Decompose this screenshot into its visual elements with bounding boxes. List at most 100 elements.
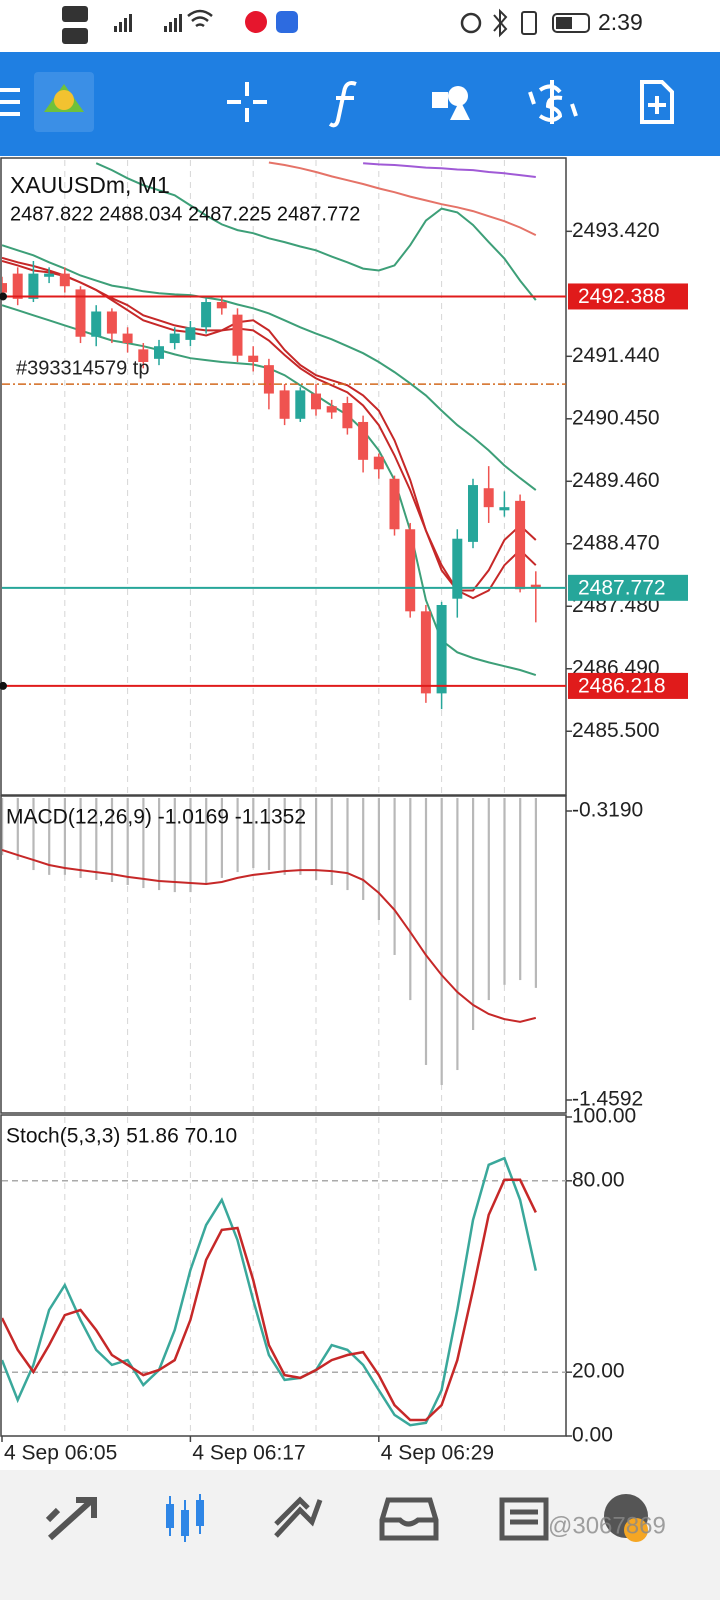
histogram-bar	[362, 798, 365, 900]
watermark: @3067869	[548, 1512, 666, 1539]
nav-quotes[interactable]	[45, 1497, 97, 1541]
histogram-bar	[377, 798, 380, 920]
price-tag	[568, 672, 688, 699]
candle-body	[216, 302, 227, 309]
price-tag	[568, 574, 688, 601]
hd-icon	[62, 28, 88, 44]
candle-body	[12, 273, 23, 299]
histogram-bar	[534, 798, 537, 988]
candle-body	[436, 605, 447, 694]
candle-body	[138, 349, 149, 362]
histogram-bar	[126, 798, 129, 886]
histogram-bar	[346, 798, 349, 891]
candle-body	[154, 346, 164, 359]
histogram-bar	[189, 798, 192, 893]
indicator-line	[95, 162, 537, 301]
bluetooth-icon	[493, 8, 508, 38]
histogram-bar	[142, 798, 145, 889]
histogram-bar	[2, 798, 4, 856]
y-tick-label: 80.00	[572, 1168, 625, 1191]
histogram-bar	[299, 798, 302, 875]
hd-icon	[62, 6, 88, 22]
histogram-bar	[456, 798, 459, 1071]
nav-news[interactable]	[499, 1497, 549, 1541]
histogram-bar	[267, 798, 271, 871]
bottom-nav: @3067869	[0, 1470, 720, 1600]
candle-body	[106, 311, 117, 334]
candle-body	[44, 273, 55, 277]
y-tick-label: 2490.450	[572, 406, 660, 429]
panel-frame	[0, 1114, 567, 1437]
candle-body	[232, 314, 243, 356]
candle-body	[59, 273, 70, 287]
battery-icon	[552, 13, 590, 33]
histogram-bar	[236, 798, 239, 873]
candle-body	[452, 538, 463, 599]
y-tick-label: -1.4592	[572, 1088, 643, 1111]
objects-button[interactable]	[432, 86, 470, 120]
signal-icon	[114, 14, 182, 32]
y-tick-label: 0.00	[572, 1424, 613, 1447]
candle-body	[530, 584, 541, 588]
logo-shape	[54, 90, 74, 110]
new-order-button[interactable]	[640, 80, 674, 124]
candle-body	[468, 485, 478, 542]
status-bar: 2:39	[62, 6, 643, 44]
y-tick-label: 2488.470	[572, 531, 660, 554]
histogram-bar	[393, 798, 396, 955]
histogram-bar	[79, 798, 82, 878]
x-tick-label: 4 Sep 06:17	[192, 1442, 305, 1465]
chart-title: XAUUSDm, M1	[10, 172, 170, 198]
y-tick-label: 2489.460	[572, 469, 660, 492]
candle-body	[373, 456, 384, 470]
panel-plot	[2, 1117, 566, 1436]
toolbar	[0, 52, 720, 156]
indicator-line	[2, 849, 537, 1023]
x-tick-label: 4 Sep 06:05	[4, 1442, 117, 1465]
menu-button[interactable]	[0, 88, 20, 116]
histogram-bar	[32, 798, 35, 871]
crosshair-button[interactable]	[227, 82, 267, 122]
panel-title: MACD(12,26,9) -1.0169 -1.1352	[6, 806, 306, 829]
panel-plot	[2, 160, 541, 795]
y-tick-label: 2485.500	[572, 719, 660, 742]
y-tick-label: 20.00	[572, 1360, 625, 1383]
histogram-bar	[487, 798, 490, 1001]
nav-trade[interactable]	[274, 1496, 323, 1538]
histogram-bar	[440, 798, 443, 1085]
nav-chart[interactable]	[166, 1494, 204, 1542]
nav-history[interactable]	[379, 1497, 439, 1541]
histogram-bar	[503, 798, 506, 985]
histogram-bar	[424, 798, 428, 1065]
battery-level	[556, 17, 572, 29]
chart-area: 2493.420 2491.440 2490.450 2489.460 2488.470…	[0, 157, 688, 1465]
candle-body	[201, 302, 212, 328]
panel-frame	[0, 795, 567, 1114]
histogram-bar	[220, 798, 223, 878]
candle-body	[279, 390, 290, 419]
candle-body	[169, 333, 180, 344]
vibrate-icon	[521, 11, 537, 35]
histogram-bar	[315, 798, 318, 880]
y-tick-label: 100.00	[572, 1105, 636, 1128]
indicators-button[interactable]	[328, 81, 357, 128]
candle-body	[91, 311, 102, 337]
candle-body	[499, 507, 510, 511]
price-tag-label: 2492.388	[578, 285, 666, 308]
candle-body	[75, 289, 86, 337]
candle-body	[358, 421, 369, 460]
candle-body	[185, 327, 196, 340]
trade-button[interactable]	[528, 80, 578, 124]
candle-body	[389, 478, 400, 530]
histogram-bar	[330, 798, 333, 886]
histogram-bar	[95, 798, 98, 880]
candle-body	[122, 333, 133, 344]
candle-body	[483, 488, 494, 508]
candle-body	[405, 529, 416, 612]
alarm-icon	[460, 12, 482, 34]
candle-body	[2, 283, 7, 293]
y-tick-label: 2493.420	[572, 219, 660, 242]
indicator-line	[2, 1178, 537, 1422]
